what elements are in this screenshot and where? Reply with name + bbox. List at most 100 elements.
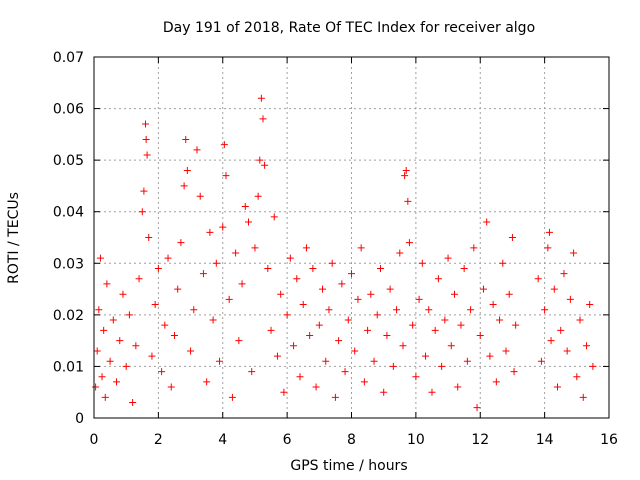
data-point [216,357,224,365]
data-point [447,342,455,350]
data-point [167,383,175,391]
scatter-points [92,94,597,412]
data-point [351,347,359,355]
data-point [550,285,558,293]
data-point [328,259,336,267]
data-point [113,378,121,386]
data-point [393,306,401,314]
data-point [219,223,227,231]
data-point [270,213,278,221]
data-point [222,172,230,180]
data-point [174,285,182,293]
data-point [267,326,275,334]
data-point [293,275,301,283]
data-point [557,326,565,334]
chart-title: Day 191 of 2018, Rate Of TEC Index for r… [163,20,535,36]
data-point [109,316,117,324]
data-point [302,244,310,252]
y-tick-label: 0.07 [53,50,84,66]
data-point [360,378,368,386]
data-point [122,362,130,370]
data-point [467,306,475,314]
data-point [451,290,458,298]
data-point [486,352,494,360]
data-point [441,316,449,324]
data-point [479,285,487,293]
y-tick-label: 0.04 [53,205,84,221]
data-point [383,331,391,339]
data-point [241,203,249,211]
data-point [460,264,468,272]
data-point [254,192,262,200]
data-point [499,259,507,267]
data-point [140,187,148,195]
data-point [277,290,285,298]
data-point [399,342,407,350]
x-tick-label: 2 [154,432,163,448]
data-point [142,136,150,144]
data-point [220,141,228,149]
data-point [93,347,101,355]
data-point [541,306,549,314]
y-tick-label: 0.01 [53,359,84,375]
data-point [142,120,149,128]
data-point [283,311,291,319]
data-point [341,368,349,376]
data-point [309,264,317,272]
data-point [545,228,553,236]
data-point [92,383,100,391]
data-point [425,306,433,314]
data-point [245,218,252,226]
data-point [402,166,410,174]
data-point [386,285,394,293]
data-point [116,337,124,345]
data-point [470,244,478,252]
y-tick-label: 0 [75,411,84,427]
data-point [496,316,504,324]
data-point [563,347,571,355]
grid-lines [94,57,609,418]
axis-ticks: 0 2 4 6 8 10 12 14 16 0 0.01 0.02 0.03 0.04 0.05 0.06 0.… [53,50,618,448]
data-point [196,192,204,200]
data-point [412,373,420,381]
data-point [502,347,510,355]
data-point [296,373,304,381]
data-point [264,264,272,272]
data-point [161,321,169,329]
data-point [286,254,294,262]
data-point [463,357,471,365]
y-tick-label: 0.06 [53,102,84,118]
x-axis-label: GPS time / hours [290,458,407,474]
data-point [132,342,140,350]
data-point [396,249,404,257]
data-point [438,362,446,370]
data-point [259,115,267,123]
data-point [476,331,484,339]
data-point [125,311,133,319]
data-point [566,295,574,303]
data-point [582,342,590,350]
data-point [100,326,108,334]
data-point [129,399,137,407]
data-point [457,321,465,329]
data-point [344,316,352,324]
data-point [325,306,333,314]
data-point [409,321,417,329]
data-point [554,383,561,391]
data-point [422,352,430,360]
data-point [579,393,587,401]
data-point [404,197,412,205]
data-point [154,264,162,272]
data-point [312,383,320,391]
data-point [508,234,516,241]
data-point [183,166,191,174]
data-point [389,362,397,370]
data-point [434,275,442,283]
x-tick-label: 16 [600,432,618,448]
x-tick-label: 14 [536,432,554,448]
data-point [376,264,384,272]
x-tick-label: 4 [218,432,227,448]
data-point [492,378,500,386]
data-point [401,172,409,180]
data-point [364,326,372,334]
